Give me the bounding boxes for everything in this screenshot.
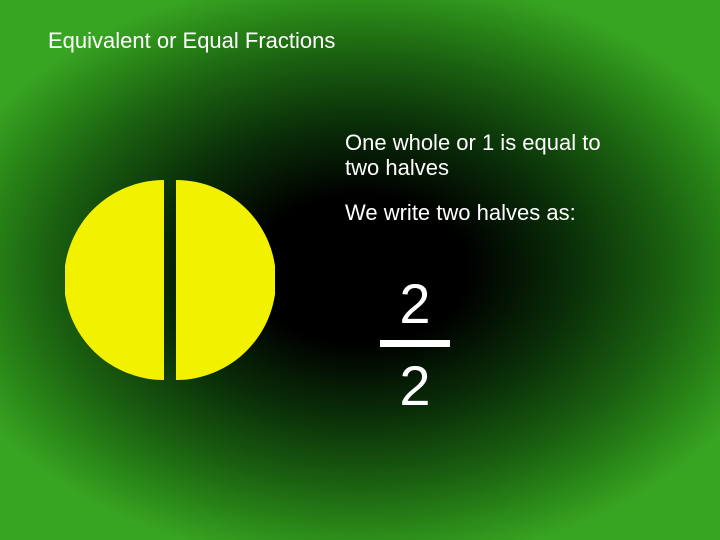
- fraction-bar: [380, 340, 450, 347]
- fraction-circle-diagram: [65, 175, 275, 385]
- two-halves-icon: [65, 175, 275, 385]
- right-half: [176, 180, 275, 380]
- fraction-numerator: 2: [399, 275, 430, 334]
- slide: Equivalent or Equal Fractions One whole …: [0, 0, 720, 540]
- fraction-display: 2 2: [370, 275, 460, 416]
- slide-title: Equivalent or Equal Fractions: [48, 28, 335, 54]
- fraction-denominator: 2: [399, 357, 430, 416]
- left-half: [65, 180, 164, 380]
- body-text-1: One whole or 1 is equal to two halves: [345, 130, 605, 181]
- body-text-2: We write two halves as:: [345, 200, 605, 225]
